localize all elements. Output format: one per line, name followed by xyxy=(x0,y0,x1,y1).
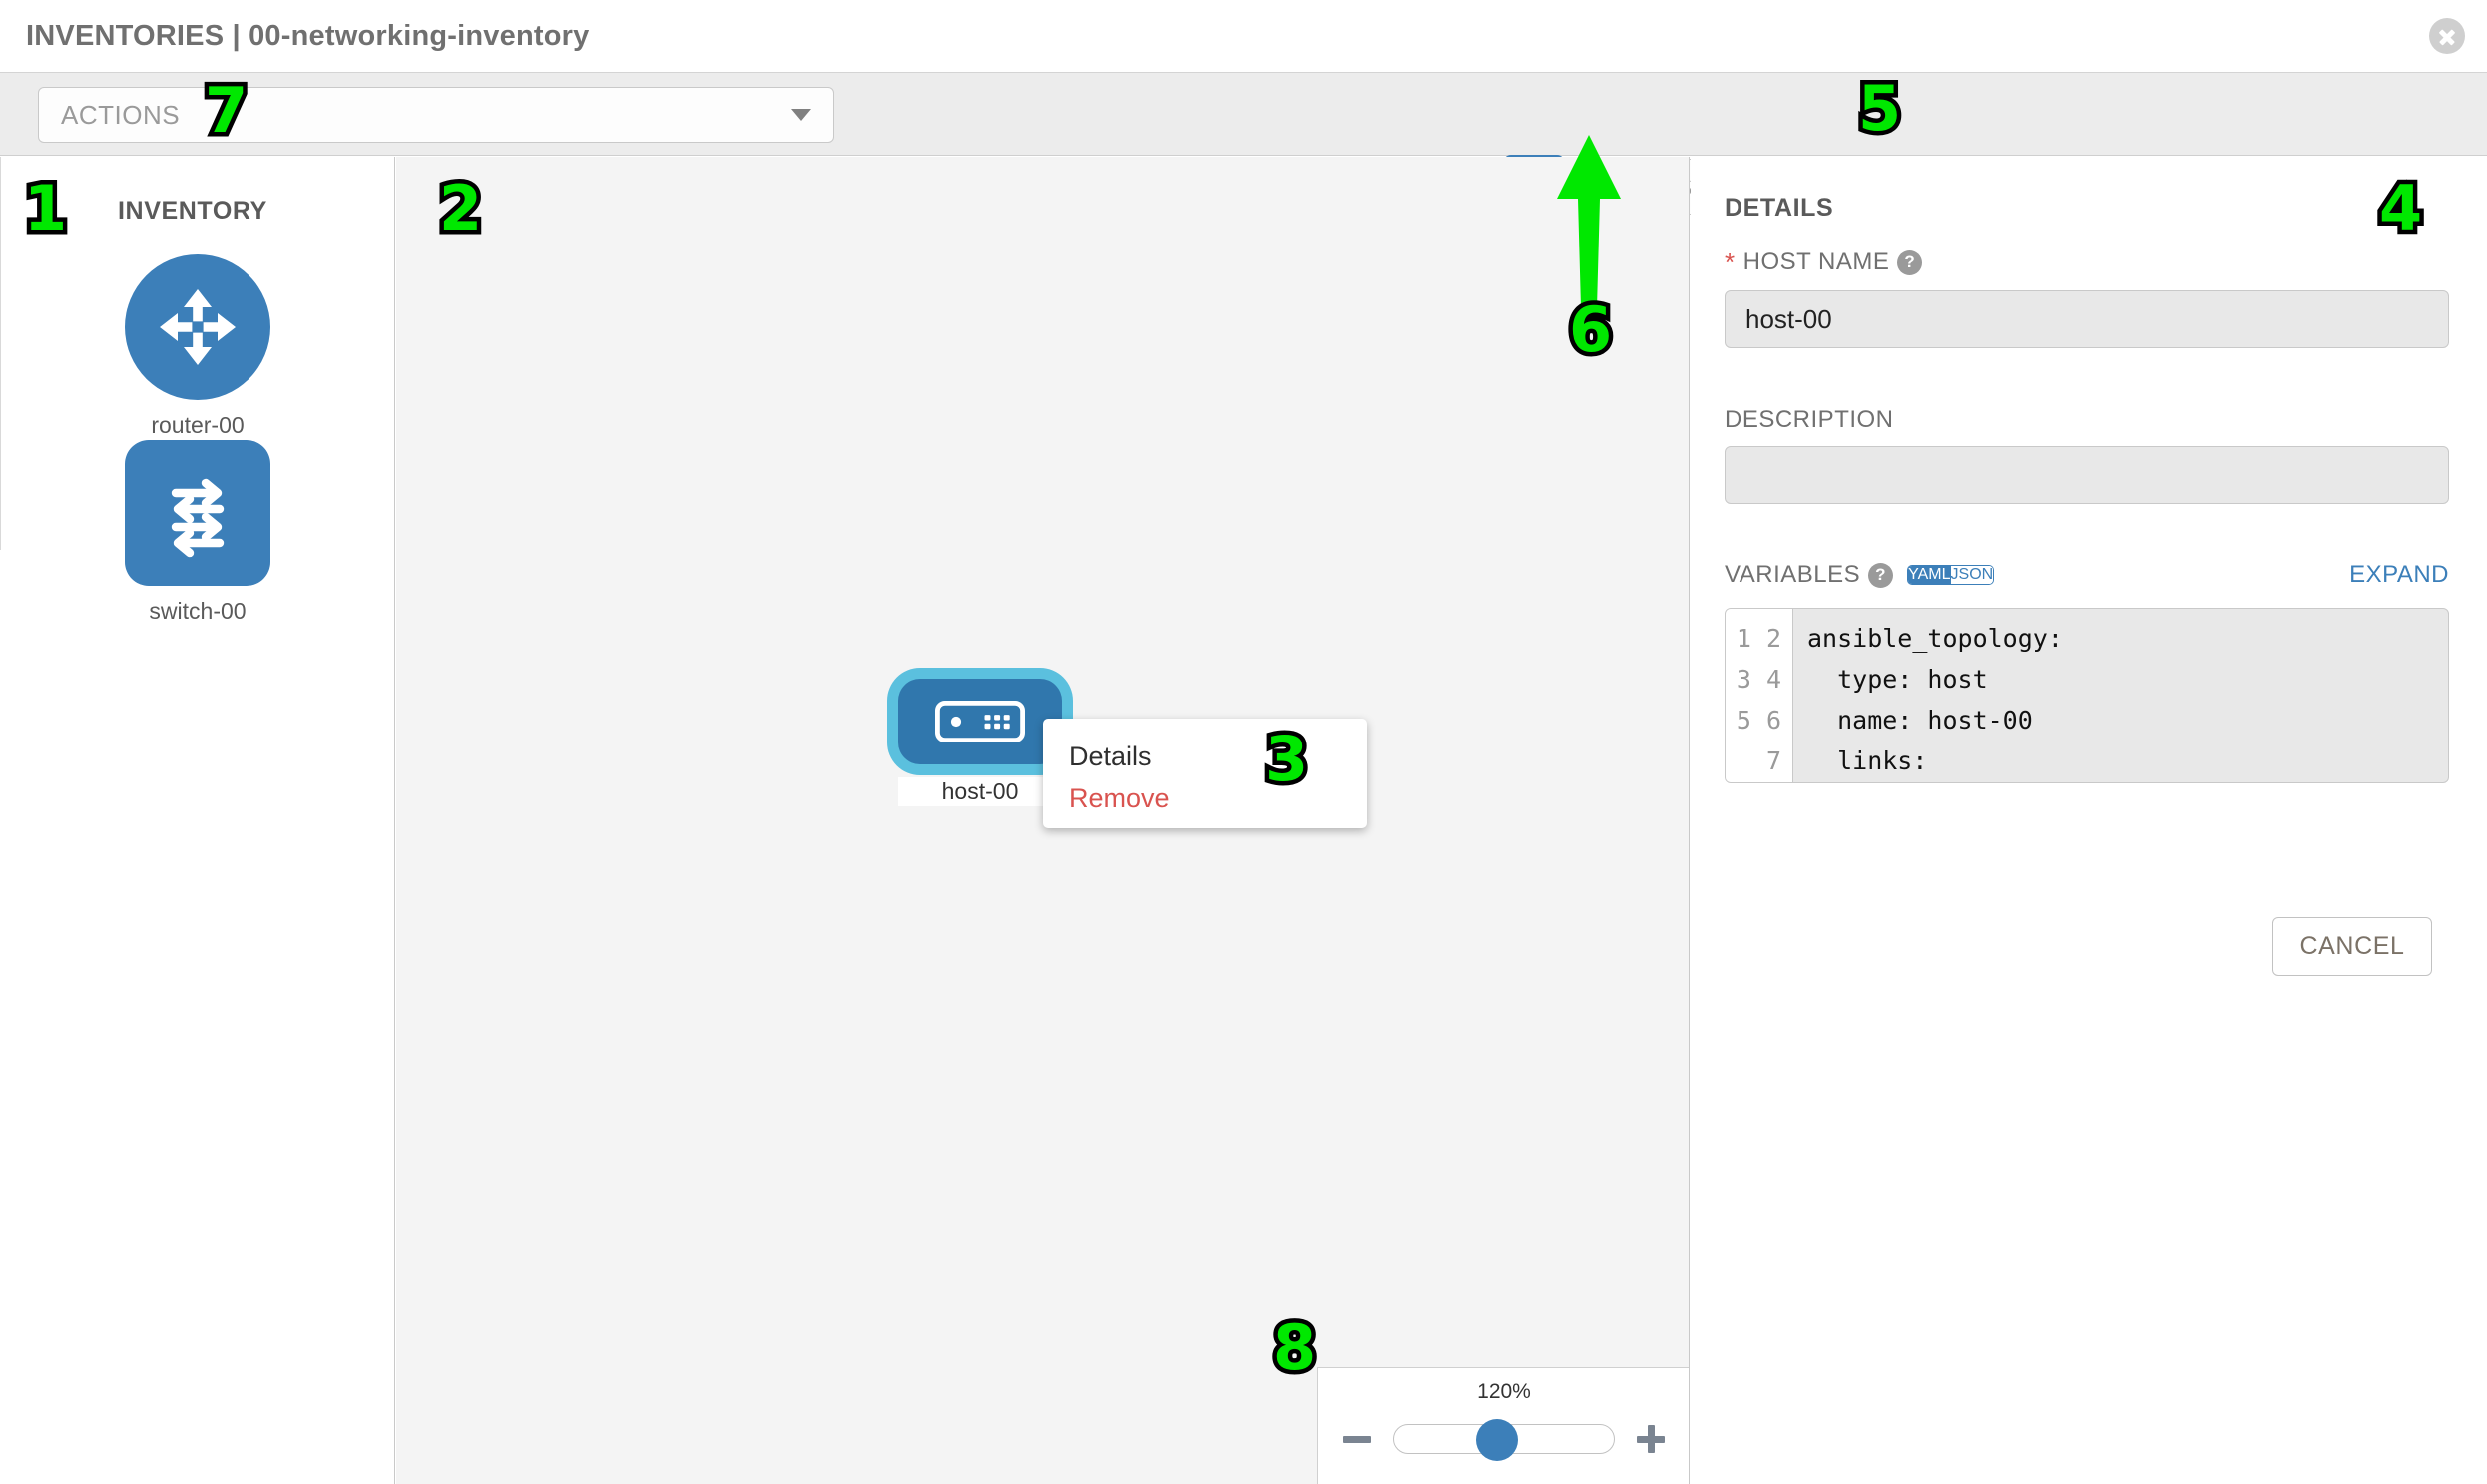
zoom-control: 120% xyxy=(1317,1367,1689,1484)
inventory-sidebar: INVENTORY router-00 xyxy=(0,157,395,1484)
editor-line-numbers: 1 2 3 4 5 6 7 xyxy=(1726,609,1793,782)
description-label: DESCRIPTION xyxy=(1725,406,1894,434)
topology-node-label: host-00 xyxy=(898,777,1062,806)
context-menu-item-details[interactable]: Details xyxy=(1069,742,1152,771)
context-menu-item-remove[interactable]: Remove xyxy=(1069,782,1170,813)
editor-code[interactable]: ansible_topology: type: host name: host-… xyxy=(1807,624,2063,775)
required-marker: * xyxy=(1725,247,1736,277)
expand-link[interactable]: EXPAND xyxy=(2349,561,2449,588)
tab-yaml[interactable]: YAML xyxy=(1908,566,1951,584)
toolbar: ACTIONS SEARCH xyxy=(0,72,2487,215)
actions-dropdown-label: ACTIONS xyxy=(61,99,181,130)
sidebar-item-label: switch-00 xyxy=(149,598,247,624)
variables-label-text: VARIABLES xyxy=(1725,561,1861,588)
close-icon[interactable] xyxy=(2429,18,2465,54)
switch-icon[interactable] xyxy=(125,440,270,586)
variables-code-editor[interactable]: 1 2 3 4 5 6 7 ansible_topology: type: ho… xyxy=(1725,608,2449,783)
minus-icon[interactable] xyxy=(1343,1425,1371,1453)
description-field[interactable] xyxy=(1725,446,2449,504)
variables-format-toggle: YAML JSON xyxy=(1907,565,1995,585)
variables-header-row: VARIABLES ? YAML JSON EXPAND xyxy=(1725,561,2449,589)
details-title: DETAILS xyxy=(1725,194,1834,222)
host-name-label-text: HOST NAME xyxy=(1742,248,1890,275)
description-label-text: DESCRIPTION xyxy=(1725,406,1894,433)
node-context-menu: Details Remove xyxy=(1043,719,1367,828)
sidebar-item-label: router-00 xyxy=(151,412,245,438)
zoom-percent-label: 120% xyxy=(1477,1380,1531,1403)
chevron-down-icon xyxy=(791,109,811,121)
help-icon[interactable]: ? xyxy=(1868,562,1894,588)
tab-json[interactable]: JSON xyxy=(1950,566,1994,584)
variables-label: VARIABLES ? xyxy=(1725,561,1894,589)
window-header: INVENTORIES | 00-networking-inventory xyxy=(0,0,2487,72)
zoom-slider-handle[interactable] xyxy=(1476,1419,1519,1461)
zoom-slider[interactable] xyxy=(1393,1419,1615,1461)
router-icon[interactable] xyxy=(125,254,270,400)
server-icon xyxy=(935,701,1025,742)
host-name-label: * HOST NAME ? xyxy=(1725,247,1923,277)
topology-node-host-00[interactable] xyxy=(898,679,1062,764)
help-icon[interactable]: ? xyxy=(1897,249,1923,275)
details-panel: DETAILS * HOST NAME ? host-00 DESCRIPTIO… xyxy=(1691,157,2487,1484)
sidebar-item-router-00[interactable]: router-00 xyxy=(0,254,395,439)
sidebar-item-switch-00[interactable]: switch-00 xyxy=(0,440,395,625)
page-title: INVENTORIES | 00-networking-inventory xyxy=(26,19,590,52)
plus-icon[interactable] xyxy=(1637,1425,1665,1453)
sidebar-title: INVENTORY xyxy=(118,197,267,225)
host-name-field[interactable]: host-00 xyxy=(1725,290,2449,348)
actions-dropdown[interactable]: ACTIONS xyxy=(38,87,834,143)
cancel-button[interactable]: CANCEL xyxy=(2272,917,2432,976)
topology-canvas[interactable]: host-00 Details Remove xyxy=(396,157,1690,1484)
